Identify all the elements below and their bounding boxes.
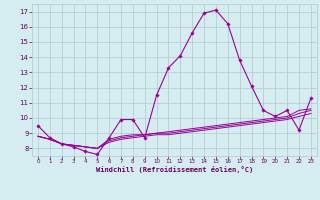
X-axis label: Windchill (Refroidissement éolien,°C): Windchill (Refroidissement éolien,°C) <box>96 166 253 173</box>
